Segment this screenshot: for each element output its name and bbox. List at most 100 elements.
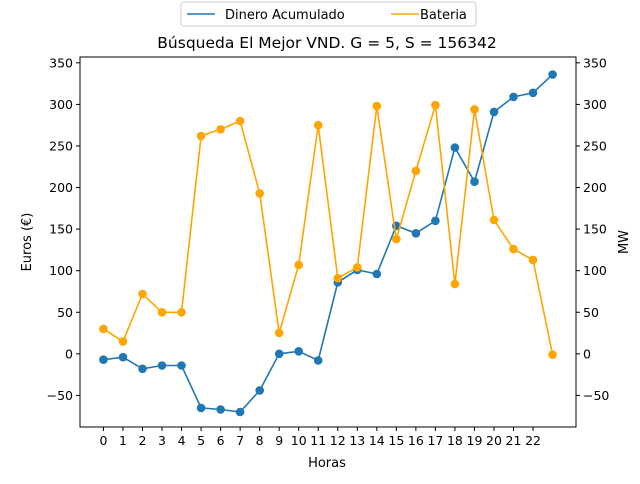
x-tick-label: 16: [408, 433, 424, 448]
data-point-0: [509, 92, 518, 102]
x-tick-label: 19: [467, 433, 483, 448]
x-tick-label: 17: [427, 433, 443, 448]
data-point-0: [196, 403, 206, 413]
y-axis-left-label: Euros (€): [20, 213, 35, 272]
chart-title: Búsqueda El Mejor VND. G = 5, S = 156342: [157, 34, 496, 52]
data-point-1: [392, 234, 401, 244]
y-right-tick-label: 200: [583, 180, 607, 195]
y-right-tick-label: −50: [583, 388, 609, 403]
x-tick-label: 22: [525, 433, 541, 448]
data-point-1: [528, 255, 538, 265]
data-point-0: [255, 386, 264, 395]
data-point-1: [353, 263, 362, 272]
x-tick-label: 4: [178, 433, 186, 448]
x-axis-label: Horas: [308, 456, 346, 471]
data-point-1: [450, 279, 460, 289]
data-point-1: [489, 215, 499, 225]
x-tick-label: 8: [256, 433, 264, 448]
legend-label-dinero-acumulado: Dinero Acumulado: [225, 8, 345, 23]
data-point-0: [118, 352, 128, 362]
data-point-0: [138, 364, 147, 374]
x-tick-label: 0: [99, 433, 107, 448]
data-point-1: [509, 244, 518, 254]
y-left-tick-label: 250: [49, 138, 73, 153]
data-point-0: [489, 107, 499, 117]
legend-box: [180, 1, 477, 27]
series-line-0: [103, 73, 554, 413]
x-tick-label: 21: [506, 433, 522, 448]
data-point-1: [333, 273, 343, 283]
data-point-0: [177, 361, 186, 370]
y-left-tick-label: 150: [49, 222, 73, 237]
y-left-tick-label: 50: [57, 305, 73, 320]
y-axis-right-label: MW: [617, 230, 632, 254]
data-point-1: [294, 260, 304, 270]
data-point-0: [157, 361, 167, 370]
x-tick-label: 9: [275, 433, 283, 448]
legend-label-bateria: Bateria: [420, 8, 467, 23]
y-left-tick-label: 0: [65, 346, 73, 361]
data-point-1: [470, 105, 479, 114]
x-axis-ticks: 0 1 2 3 4 5 6 7 8 9 10 11 12 13 14 15 16 17 18 19 20 21 22: [99, 427, 541, 448]
data-point-1: [99, 324, 108, 334]
x-tick-label: 7: [236, 433, 244, 448]
series-dinero-acumulado: [99, 70, 557, 417]
data-point-1: [138, 289, 147, 299]
y-left-tick-label: 100: [49, 263, 73, 278]
data-point-0: [411, 229, 421, 238]
y-right-tick-label: 0: [583, 346, 591, 361]
y-right-tick-label: 100: [583, 263, 607, 278]
data-point-1: [118, 337, 128, 346]
data-point-1: [177, 308, 186, 317]
data-point-0: [235, 407, 245, 417]
x-tick-label: 2: [139, 433, 147, 448]
data-point-1: [196, 131, 206, 141]
data-point-0: [274, 349, 284, 359]
data-point-0: [548, 70, 557, 79]
data-point-0: [470, 177, 479, 186]
y-left-tick-label: −50: [47, 388, 73, 403]
data-point-1: [255, 189, 264, 198]
y-right-tick-label: 250: [583, 138, 607, 153]
y-right-tick-label: 150: [583, 222, 607, 237]
x-tick-label: 10: [291, 433, 307, 448]
data-point-1: [411, 166, 421, 176]
y-right-tick-label: 50: [583, 305, 599, 320]
y-right-tick-label: 300: [583, 97, 607, 112]
data-point-1: [274, 328, 284, 338]
x-tick-label: 12: [330, 433, 346, 448]
data-point-0: [99, 355, 108, 365]
data-point-1: [235, 116, 245, 126]
legend: Dinero Acumulado Bateria: [180, 1, 477, 27]
plot-frame: [79, 56, 577, 428]
series-bateria: [99, 100, 557, 360]
data-point-0: [216, 405, 225, 414]
x-tick-label: 13: [349, 433, 365, 448]
data-point-0: [431, 216, 440, 226]
x-tick-label: 15: [388, 433, 404, 448]
data-point-0: [313, 356, 323, 365]
y-left-tick-label: 200: [49, 180, 73, 195]
data-point-1: [431, 100, 440, 110]
x-tick-label: 18: [447, 433, 463, 448]
y-left-tick-label: 350: [49, 55, 73, 70]
x-tick-label: 14: [369, 433, 385, 448]
x-tick-label: 6: [217, 433, 225, 448]
y-axis-right-ticks: −50 0 50 100 150 200 250 300 350: [576, 55, 609, 403]
x-tick-label: 3: [158, 433, 166, 448]
x-tick-label: 20: [486, 433, 502, 448]
x-tick-label: 11: [310, 433, 326, 448]
data-point-1: [372, 101, 382, 111]
y-right-tick-label: 350: [583, 55, 607, 70]
data-point-0: [372, 269, 382, 279]
x-tick-label: 5: [197, 433, 205, 448]
data-point-1: [548, 350, 557, 360]
data-point-1: [216, 125, 225, 134]
x-tick-label: 1: [119, 433, 127, 448]
y-axis-left-ticks: −50 0 50 100 150 200 250 300 350: [47, 55, 80, 403]
data-point-1: [313, 120, 323, 130]
data-point-0: [294, 347, 304, 356]
y-left-tick-label: 300: [49, 97, 73, 112]
